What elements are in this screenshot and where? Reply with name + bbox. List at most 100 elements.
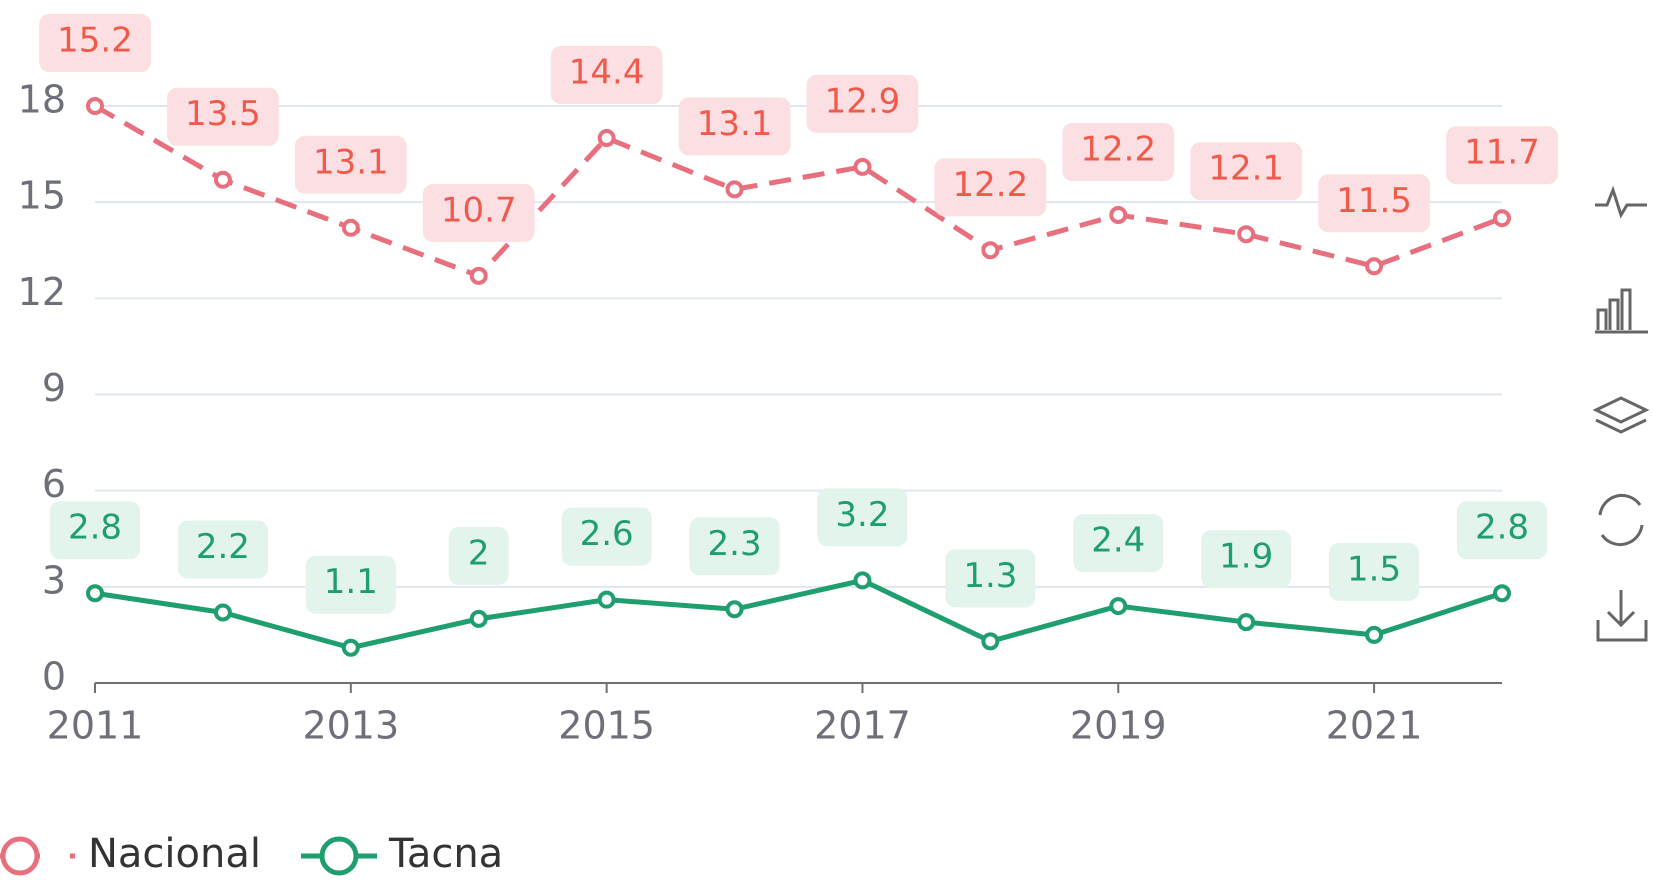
x-tick-label: 2017 (814, 704, 911, 748)
data-label: 1.5 (1329, 542, 1420, 601)
data-label-text: 2 (468, 533, 490, 573)
restore-icon[interactable] (1598, 494, 1644, 546)
y-tick-label: 9 (42, 366, 66, 410)
data-label: 12.2 (934, 158, 1047, 217)
data-label: 1.9 (1201, 530, 1292, 589)
data-label-box (1329, 542, 1420, 601)
download-icon[interactable] (1596, 590, 1648, 642)
data-label-box (678, 97, 791, 156)
line-icon[interactable] (1595, 185, 1647, 219)
data-label: 2.8 (1456, 501, 1548, 560)
point (213, 603, 232, 622)
x-tick-label: 2011 (47, 704, 144, 748)
data-label-box (294, 135, 407, 194)
point (725, 180, 744, 199)
data-label-box (1456, 501, 1548, 560)
data-label: 2.6 (561, 507, 652, 566)
data-label: 12.9 (806, 74, 919, 133)
data-label-box (49, 501, 141, 560)
series-line (94, 577, 1503, 651)
point (1365, 257, 1384, 276)
data-label-box (1446, 126, 1558, 185)
data-label-text: 12.1 (1208, 149, 1284, 189)
toolbox (1592, 185, 1650, 642)
point (341, 638, 360, 657)
data-label-text: 1.9 (1219, 537, 1273, 577)
data-label-box (934, 158, 1047, 217)
data-label: 2.2 (177, 520, 268, 579)
data-label-text: 12.2 (1080, 129, 1156, 169)
data-label-text: 2.8 (68, 508, 122, 548)
data-label-text: 11.7 (1464, 133, 1540, 173)
data-label-text: 15.2 (57, 21, 133, 61)
y-tick-label: 18 (18, 78, 66, 122)
data-label-text: 12.9 (825, 81, 901, 121)
point (86, 97, 104, 115)
data-label-box (39, 14, 151, 72)
data-label: 13.5 (167, 87, 279, 146)
data-label-text: 13.5 (185, 94, 261, 134)
point (1493, 209, 1511, 228)
point (981, 632, 1000, 651)
y-tick-label: 12 (18, 270, 66, 314)
legend-marker (0, 836, 40, 876)
stack-icon[interactable] (1592, 396, 1650, 434)
point (1365, 625, 1384, 644)
data-label: 1.1 (305, 555, 396, 614)
data-label-text: 3.2 (835, 495, 889, 535)
data-label: 11.7 (1446, 126, 1558, 185)
point (469, 609, 488, 628)
data-label-box (806, 74, 919, 133)
data-label-text: 1.1 (324, 562, 378, 602)
data-label-box (1201, 530, 1292, 589)
data-label: 13.1 (678, 97, 791, 156)
data-label-text: 2.8 (1475, 508, 1529, 548)
point (213, 170, 232, 189)
data-label-box (422, 183, 535, 242)
point (981, 241, 1000, 260)
data-label: 3.2 (817, 488, 908, 547)
data-label: 2.3 (689, 517, 780, 576)
data-label-text: 1.3 (963, 556, 1017, 596)
data-label-text: 2.3 (708, 524, 762, 564)
point (725, 600, 744, 619)
x-tick-label: 2019 (1070, 704, 1167, 748)
data-label-box (561, 507, 652, 566)
data-label-box (1190, 142, 1303, 201)
series-line (93, 103, 1503, 279)
data-label-box (945, 549, 1036, 608)
point (597, 129, 616, 148)
data-label-box (448, 526, 509, 585)
point (1109, 205, 1128, 224)
data-label-text: 1.5 (1347, 549, 1401, 589)
point (1237, 225, 1256, 244)
point (1109, 597, 1128, 616)
data-label-box (177, 520, 268, 579)
data-label: 11.5 (1318, 174, 1430, 233)
point (469, 266, 488, 285)
data-label-box (1318, 174, 1430, 233)
point (86, 584, 104, 603)
legend-marker (319, 836, 359, 876)
x-tick-label: 2013 (302, 704, 399, 748)
data-label-text: 2.6 (580, 514, 634, 554)
data-label-box (550, 46, 663, 105)
data-label-text: 13.1 (697, 104, 773, 144)
bar-icon[interactable] (1595, 288, 1648, 334)
point (853, 571, 872, 590)
data-label-text: 2.2 (196, 527, 250, 567)
y-tick-label: 6 (42, 462, 66, 506)
legend-label: Tacna (388, 831, 503, 877)
data-label-text: 14.4 (569, 53, 645, 93)
data-label-text: 10.7 (441, 190, 517, 230)
data-label: 2.8 (49, 501, 141, 560)
y-tick-label: 3 (42, 558, 66, 602)
point (1237, 613, 1256, 632)
data-label: 12.2 (1062, 122, 1175, 181)
point (597, 590, 616, 609)
data-label-text: 12.2 (953, 165, 1029, 205)
data-label-box (1062, 122, 1175, 181)
data-label-box (305, 555, 396, 614)
data-label: 13.1 (294, 135, 407, 194)
